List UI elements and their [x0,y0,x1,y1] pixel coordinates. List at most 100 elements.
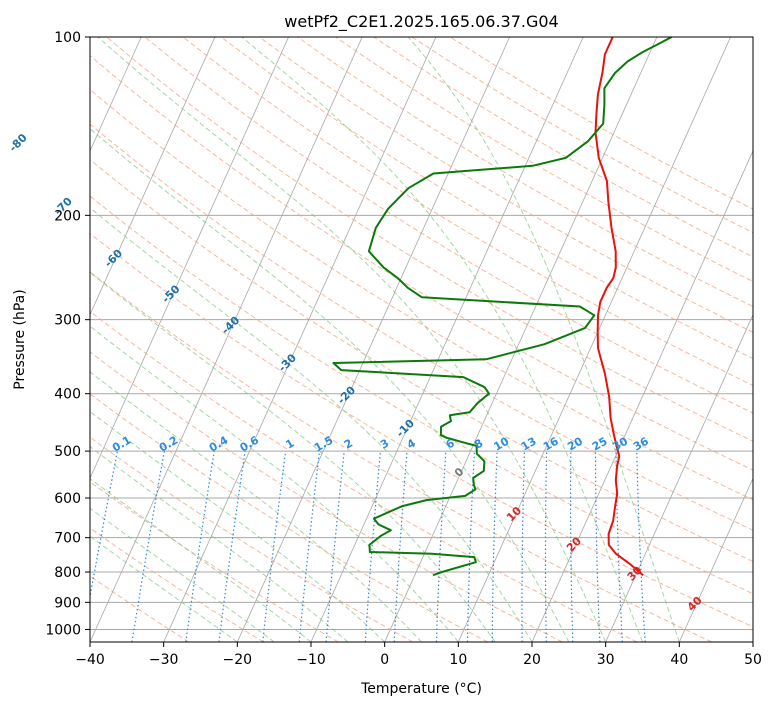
isotherm-line [752,641,753,642]
moist-adiabat-line [90,535,238,642]
line-labels: 0.10.20.40.611.52346810131620253036-100-… [7,131,705,614]
x-axis-label: Temperature (°C) [360,681,482,697]
isotherm-line [678,477,753,642]
x-tick-label: 50 [744,652,762,668]
mixing-ratio-line [218,451,246,642]
series-line-temperature [594,37,644,576]
x-tick-label: 40 [670,652,688,668]
y-tick-label: 100 [54,30,81,46]
dry-adiabat-line [90,393,488,642]
isobar-gridlines [90,37,753,630]
isotherm-label: -20 [335,383,358,406]
x-tick-label: 10 [449,652,467,668]
y-tick-label: 200 [54,208,81,224]
mixing-ratio-label: 2 [342,437,355,452]
mixing-ratio-line [185,451,215,642]
isotherm-line [531,149,753,642]
dry-adiabat-line [106,37,753,442]
isotherm-label: 30 [625,563,645,583]
isotherm-line [605,313,753,642]
mixing-ratio-line [262,451,287,642]
isotherm-line [90,37,142,152]
dry-adiabat-line [90,310,638,642]
y-axis-label: Pressure (hPa) [12,289,28,389]
mixing-ratio-line [364,451,381,642]
moist-adiabat-line [90,446,349,642]
dry-adiabat-line [220,37,753,360]
moist-adiabats [90,37,680,642]
isotherm-label: -60 [102,246,125,269]
mixing-ratio-label: 6 [444,436,457,451]
y-tick-label: 600 [54,491,81,507]
plot-frame [89,36,754,643]
y-tick-label: 900 [54,595,81,611]
isotherm-line [0,37,68,642]
dry-adiabat-line [90,88,753,501]
dry-adiabat-line [182,37,753,387]
isotherm-line [163,37,437,642]
y-tick-label: 300 [54,313,81,329]
isotherm-label: -50 [159,282,182,305]
moist-adiabat-line [90,271,496,642]
dry-adiabat-line [90,575,190,642]
chart-title: wetPf2_C2E1.2025.165.06.37.G04 [284,12,558,32]
isotherm-line [310,37,584,642]
isotherm-line [457,37,731,642]
dry-adiabat-line [90,527,264,642]
x-tick-label: −10 [296,652,326,668]
dry-adiabat-line [90,351,563,642]
dry-adiabat-line [259,37,753,333]
isotherm-line [90,37,363,642]
y-tick-label: 800 [54,565,81,581]
mixing-ratio-line [544,451,548,642]
mixing-ratio-label: 8 [472,437,485,452]
x-tick-label: −40 [75,652,105,668]
dry-adiabat-line [90,271,712,642]
mixing-ratio-line [615,451,623,642]
moist-adiabat-line [241,37,643,642]
mixing-ratio-line [298,451,321,642]
mixing-ratio-label: 1 [283,437,296,452]
dry-adiabat-line [90,232,753,628]
isotherm-label: -80 [7,131,30,154]
isotherm-line [236,37,510,642]
dry-adiabat-line [90,195,753,595]
dry-adiabat-line [144,37,753,414]
profile-series [332,37,673,577]
mixing-ratio-line [594,451,601,642]
moist-adiabat-line [407,37,680,642]
dry-adiabat-line [90,159,753,563]
mixing-ratio-line [435,451,447,642]
y-tick-label: 700 [54,531,81,547]
isotherm-label: 10 [504,504,524,524]
dry-adiabats [90,37,753,642]
isotherm-line [90,37,289,480]
mixing-ratio-line [131,450,165,642]
isotherm-line [90,37,216,316]
isotherm-label: -40 [219,314,242,337]
y-tick-label: 500 [54,444,81,460]
dry-adiabat-line [90,123,753,531]
x-tick-label: 0 [380,652,389,668]
moist-adiabat-line [90,478,312,642]
moist-adiabat-line [90,128,570,642]
moist-adiabat-line [97,37,607,642]
isotherm-gridlines [0,37,753,642]
mixing-ratio-line [636,451,646,642]
moist-adiabat-line [90,410,386,642]
x-tick-label: 20 [523,652,541,668]
mixing-ratio-line [325,451,345,642]
mixing-ratio-line [521,451,526,642]
mixing-ratio-line [491,451,498,642]
isotherm-label: -30 [276,351,299,374]
y-tick-label: 400 [54,387,81,403]
mixing-ratio-label: 4 [405,436,418,451]
series-line-dewpoint [332,37,673,577]
x-tick-label: −30 [149,652,179,668]
x-tick-label: 30 [597,652,615,668]
dry-adiabat-line [297,37,753,308]
isotherm-label: 0 [452,465,467,480]
y-tick-label: 1000 [45,622,81,638]
mixing-ratio-label: 3 [378,437,391,452]
